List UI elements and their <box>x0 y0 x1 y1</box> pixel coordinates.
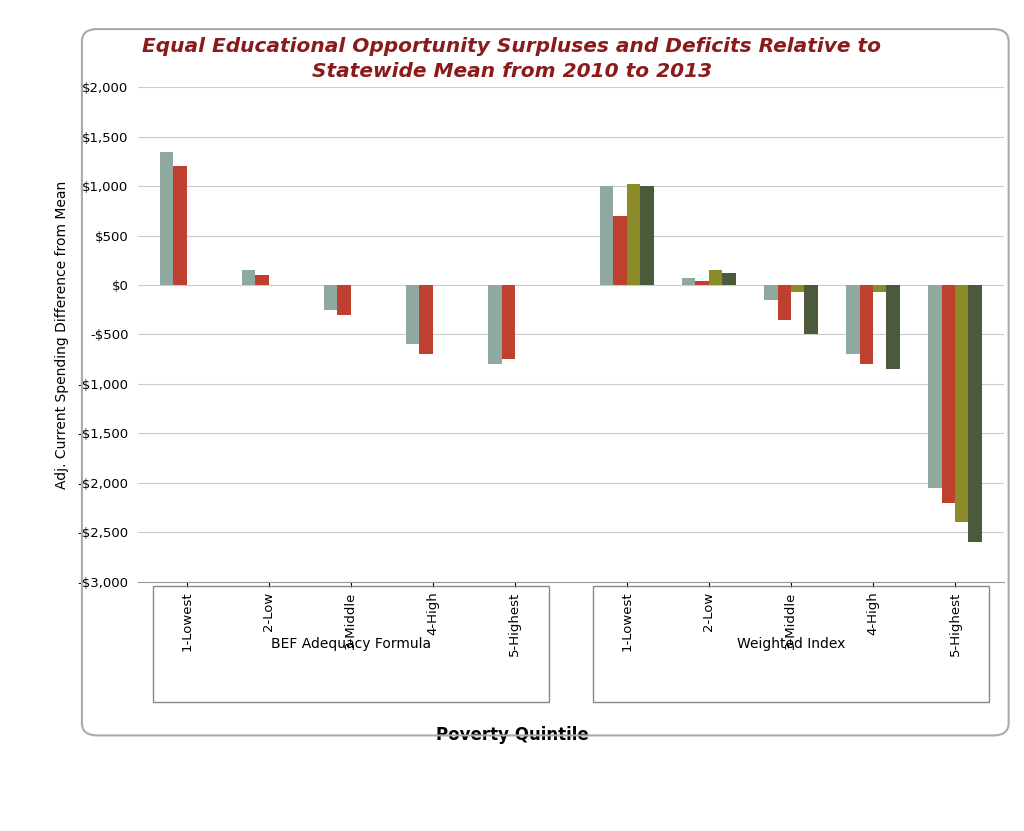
Bar <box>805 285 818 334</box>
Bar <box>337 285 351 315</box>
Bar <box>695 281 709 285</box>
Text: Equal Educational Opportunity Surpluses and Deficits Relative to
Statewide Mean : Equal Educational Opportunity Surpluses … <box>142 37 882 81</box>
Bar <box>928 285 942 488</box>
Bar <box>682 278 695 285</box>
Text: Poverty Quintile: Poverty Quintile <box>435 726 589 745</box>
Bar <box>488 285 502 364</box>
Bar <box>777 285 791 320</box>
Bar <box>640 186 653 285</box>
Bar <box>722 273 735 285</box>
Bar <box>791 285 805 293</box>
Bar <box>764 285 777 300</box>
Bar <box>242 270 255 285</box>
Bar <box>600 186 613 285</box>
Bar <box>709 270 722 285</box>
Bar <box>255 275 268 285</box>
Bar <box>955 285 969 523</box>
Bar <box>846 285 859 354</box>
Bar <box>887 285 900 369</box>
Bar <box>324 285 337 310</box>
Bar <box>420 285 433 354</box>
Bar <box>627 184 640 285</box>
Bar <box>613 216 627 285</box>
Bar <box>859 285 873 364</box>
Bar <box>969 285 982 542</box>
Bar <box>160 151 173 285</box>
Text: BEF Adequacy Formula: BEF Adequacy Formula <box>270 637 431 651</box>
Bar <box>502 285 515 359</box>
Text: Weighted Index: Weighted Index <box>736 637 845 651</box>
Bar <box>873 285 887 293</box>
Bar <box>173 166 186 285</box>
Y-axis label: Adj. Current Spending Difference from Mean: Adj. Current Spending Difference from Me… <box>55 180 69 489</box>
Bar <box>407 285 420 344</box>
Bar <box>942 285 955 503</box>
